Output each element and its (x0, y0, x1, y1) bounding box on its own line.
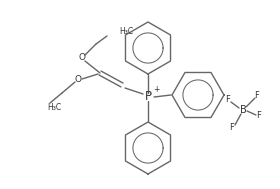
Text: F: F (255, 91, 260, 101)
Text: +: + (153, 84, 159, 94)
Text: H₃C: H₃C (119, 28, 133, 36)
Text: O: O (74, 74, 81, 84)
Text: B: B (240, 105, 246, 115)
Text: P: P (144, 91, 151, 104)
Text: F: F (230, 122, 234, 132)
Text: F: F (256, 111, 262, 119)
Text: F: F (226, 95, 230, 105)
Text: H₃C: H₃C (47, 102, 61, 112)
Text: O: O (78, 53, 85, 63)
